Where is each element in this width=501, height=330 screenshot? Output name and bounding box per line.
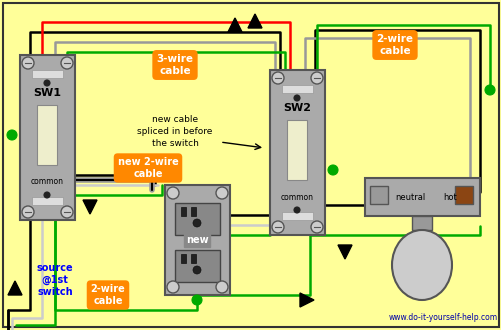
- Text: 2-wire
cable: 2-wire cable: [91, 284, 125, 306]
- Circle shape: [311, 72, 322, 84]
- Circle shape: [167, 187, 179, 199]
- Text: new 2-wire
cable: new 2-wire cable: [117, 157, 178, 179]
- Bar: [175, 203, 219, 235]
- Bar: [32, 197, 63, 205]
- Text: common: common: [280, 192, 313, 202]
- Text: hot: hot: [442, 192, 456, 202]
- Bar: [282, 212, 313, 220]
- Polygon shape: [8, 281, 22, 295]
- Bar: [37, 105, 57, 165]
- Bar: [364, 178, 479, 216]
- Text: new cable
spliced in before
the switch: new cable spliced in before the switch: [137, 115, 212, 148]
- Bar: [454, 186, 472, 204]
- Bar: [190, 254, 195, 263]
- Bar: [181, 254, 186, 263]
- Circle shape: [167, 281, 179, 293]
- Bar: [181, 207, 186, 216]
- Text: www.do-it-yourself-help.com: www.do-it-yourself-help.com: [388, 313, 497, 322]
- Circle shape: [215, 187, 227, 199]
- Text: neutral: neutral: [394, 192, 424, 202]
- Circle shape: [272, 72, 284, 84]
- Circle shape: [44, 80, 50, 86]
- Polygon shape: [300, 293, 313, 307]
- Text: SW2: SW2: [283, 103, 311, 113]
- Polygon shape: [83, 200, 97, 214]
- Bar: [32, 70, 63, 78]
- Polygon shape: [227, 18, 241, 32]
- Text: 3-wire
cable: 3-wire cable: [156, 54, 193, 76]
- Bar: [20, 55, 75, 220]
- Circle shape: [22, 206, 34, 218]
- Text: new: new: [185, 235, 208, 245]
- Bar: [165, 185, 229, 295]
- Circle shape: [44, 192, 50, 198]
- Text: SW1: SW1: [33, 88, 61, 98]
- Polygon shape: [247, 14, 262, 28]
- Bar: [411, 216, 431, 230]
- Bar: [190, 207, 195, 216]
- Circle shape: [215, 281, 227, 293]
- Circle shape: [192, 266, 200, 274]
- Circle shape: [22, 57, 34, 69]
- Circle shape: [192, 219, 200, 227]
- Circle shape: [7, 130, 17, 140]
- Circle shape: [294, 207, 300, 213]
- Circle shape: [61, 57, 73, 69]
- Text: common: common: [31, 178, 63, 186]
- Bar: [287, 120, 307, 180]
- Bar: [282, 85, 313, 93]
- Ellipse shape: [391, 230, 451, 300]
- Circle shape: [327, 165, 337, 175]
- Bar: [369, 186, 387, 204]
- Circle shape: [272, 221, 284, 233]
- Circle shape: [311, 221, 322, 233]
- Bar: [270, 70, 324, 235]
- Circle shape: [484, 85, 494, 95]
- Circle shape: [61, 206, 73, 218]
- Circle shape: [294, 95, 300, 101]
- Text: 2-wire
cable: 2-wire cable: [376, 34, 413, 56]
- Polygon shape: [337, 245, 351, 259]
- Bar: [175, 250, 219, 282]
- Circle shape: [191, 295, 201, 305]
- Text: source
@1st
switch: source @1st switch: [37, 263, 73, 297]
